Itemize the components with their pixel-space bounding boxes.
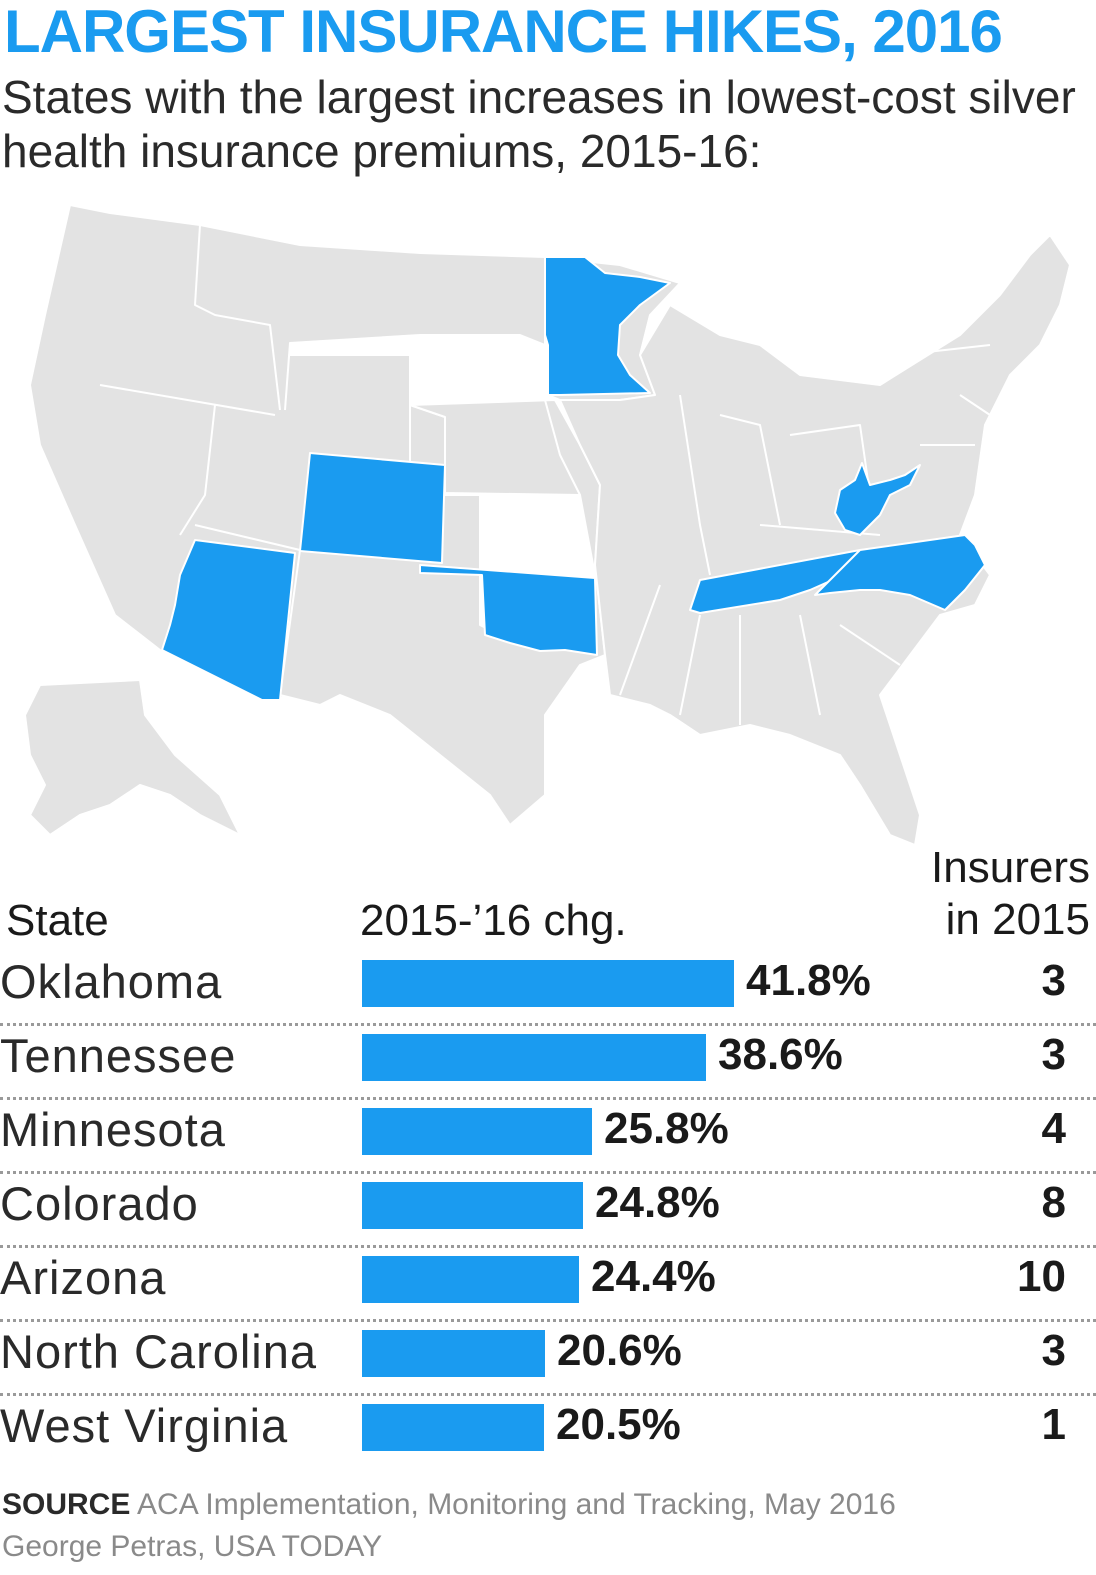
state-label: Minnesota xyxy=(0,1103,226,1156)
column-header-insurers: Insurers in 2015 xyxy=(931,842,1090,946)
insurers-count: 10 xyxy=(1017,1252,1066,1301)
insurers-count: 3 xyxy=(1041,956,1066,1005)
source-text: ACA Implementation, Monitoring and Track… xyxy=(137,1488,896,1521)
state-label: Oklahoma xyxy=(0,955,223,1008)
column-header-change: 2015-’16 chg. xyxy=(360,896,627,945)
us-map xyxy=(24,204,1071,846)
bar-value-label: 38.6% xyxy=(718,1030,843,1079)
insurers-count: 3 xyxy=(1041,1030,1066,1079)
table-row: West Virginia 20.5% 1 xyxy=(0,1396,1096,1470)
table-row: Tennessee 38.6% 3 xyxy=(0,1026,1096,1100)
map-state-arizona xyxy=(161,539,296,701)
map-state-oklahoma xyxy=(419,564,598,656)
chart-subtitle: States with the largest increases in low… xyxy=(2,71,1076,177)
map-alaska xyxy=(24,679,241,836)
column-header-state: State xyxy=(6,896,109,945)
bar xyxy=(362,1330,545,1377)
table-row: Colorado 24.8% 8 xyxy=(0,1174,1096,1248)
source-line: SOURCE ACA Implementation, Monitoring an… xyxy=(2,1488,896,1522)
row-separator xyxy=(0,1393,1096,1396)
bar xyxy=(362,1404,544,1451)
row-separator xyxy=(0,1319,1096,1322)
row-separator xyxy=(0,1171,1096,1174)
row-separator xyxy=(0,1097,1096,1100)
bar-value-label: 20.5% xyxy=(556,1400,681,1449)
bar xyxy=(362,1108,592,1155)
bar-value-label: 24.8% xyxy=(595,1178,720,1227)
map-state-west-virginia xyxy=(834,462,921,536)
column-header-insurers-line2: in 2015 xyxy=(945,895,1090,944)
insurers-count: 3 xyxy=(1041,1326,1066,1375)
source-label: SOURCE xyxy=(2,1488,131,1521)
chart-title: LARGEST INSURANCE HIKES, 2016 xyxy=(4,0,1003,65)
table-row: Minnesota 25.8% 4 xyxy=(0,1100,1096,1174)
bar-value-label: 24.4% xyxy=(591,1252,716,1301)
bar-value-label: 25.8% xyxy=(604,1104,729,1153)
row-separator xyxy=(0,1245,1096,1248)
bar xyxy=(362,1182,583,1229)
state-label: West Virginia xyxy=(0,1399,289,1452)
bar-value-label: 20.6% xyxy=(557,1326,682,1375)
bar xyxy=(362,1034,706,1081)
state-label: Colorado xyxy=(0,1177,199,1230)
state-label: Arizona xyxy=(0,1251,167,1304)
state-label: North Carolina xyxy=(0,1325,318,1378)
row-separator xyxy=(0,1023,1096,1026)
insurers-count: 1 xyxy=(1041,1400,1066,1449)
bar xyxy=(362,960,734,1007)
bar-value-label: 41.8% xyxy=(746,956,871,1005)
bar xyxy=(362,1256,579,1303)
table-row: Oklahoma 41.8% 3 xyxy=(0,952,1096,1026)
map-state-colorado xyxy=(299,452,446,564)
insurers-count: 4 xyxy=(1041,1104,1066,1153)
column-header-insurers-line1: Insurers xyxy=(931,843,1090,892)
map-state-minnesota xyxy=(544,256,671,396)
credit-line: George Petras, USA TODAY xyxy=(2,1530,383,1563)
insurers-count: 8 xyxy=(1041,1178,1066,1227)
map-land-east xyxy=(559,234,1071,846)
table-row: North Carolina 20.6% 3 xyxy=(0,1322,1096,1396)
state-label: Tennessee xyxy=(0,1029,237,1082)
map-state-north-carolina xyxy=(814,534,986,611)
table-row: Arizona 24.4% 10 xyxy=(0,1248,1096,1322)
